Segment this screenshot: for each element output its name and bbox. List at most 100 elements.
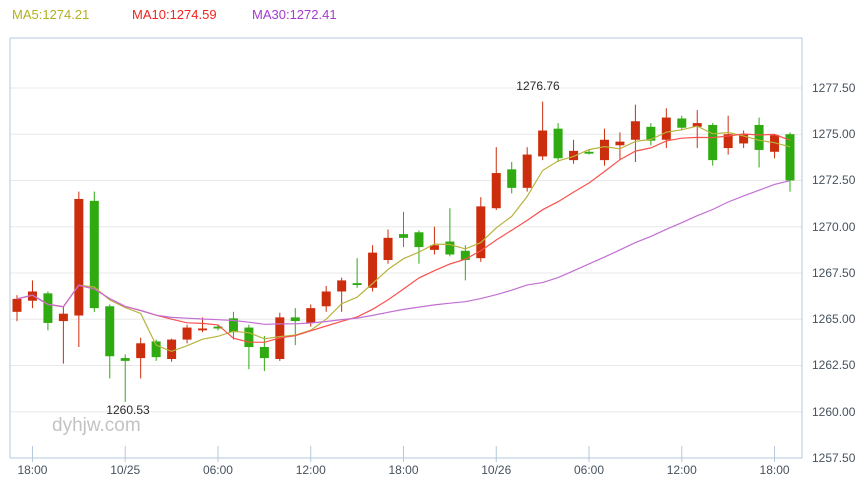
x-axis-label: 10/26 [481, 463, 512, 477]
low-price-label: 1260.53 [106, 403, 150, 417]
candle[interactable] [429, 226, 439, 255]
candle-body [383, 237, 393, 261]
candle-body [507, 169, 517, 188]
candle[interactable] [74, 191, 84, 347]
candle[interactable] [89, 191, 99, 312]
candle-body [522, 154, 532, 188]
x-axis-label: 12:00 [295, 463, 326, 477]
candle[interactable] [290, 308, 300, 346]
candle[interactable] [569, 139, 579, 164]
candle-body [167, 339, 177, 360]
candle[interactable] [785, 132, 795, 192]
candle-body [445, 241, 455, 255]
candle[interactable] [723, 115, 733, 155]
candle[interactable] [12, 295, 22, 322]
candle-body [569, 150, 579, 161]
candle[interactable] [43, 291, 53, 331]
candle-body [12, 298, 22, 312]
candle[interactable] [151, 339, 161, 361]
legend-ma30: MA30:1272.41 [252, 7, 337, 22]
candle[interactable] [228, 311, 238, 340]
candle-body [290, 317, 300, 322]
candle[interactable] [136, 337, 146, 379]
candle[interactable] [708, 123, 718, 166]
candle-body [460, 250, 470, 261]
candle-body [151, 341, 161, 358]
x-axis-label: 12:00 [666, 463, 697, 477]
candle-body [105, 306, 115, 357]
candle[interactable] [615, 132, 625, 161]
candle[interactable] [368, 245, 378, 292]
candle-body [785, 134, 795, 181]
candle-body [136, 343, 146, 359]
candle[interactable] [352, 258, 362, 288]
candle-body [584, 151, 594, 154]
candle[interactable] [538, 101, 548, 161]
legend-ma5: MA5:1274.21 [12, 7, 90, 22]
y-axis-label: 1272.50 [812, 173, 856, 188]
candle-body [244, 327, 254, 347]
candle-body [491, 173, 501, 209]
candle[interactable] [198, 317, 208, 333]
candle-body [770, 135, 780, 152]
candle-body [58, 313, 68, 322]
y-axis-label: 1277.50 [812, 80, 856, 95]
candle-body [414, 232, 424, 248]
candle[interactable] [105, 304, 115, 379]
candle[interactable] [677, 115, 687, 131]
y-axis-label: 1275.00 [812, 127, 856, 142]
candle[interactable] [739, 130, 749, 149]
candle[interactable] [491, 147, 501, 211]
candle[interactable] [507, 161, 517, 194]
candle[interactable] [445, 208, 455, 257]
candle[interactable] [414, 230, 424, 264]
candle-body [27, 291, 37, 301]
x-axis-label: 06:00 [574, 463, 605, 477]
candle[interactable] [754, 117, 764, 168]
candle[interactable] [167, 338, 177, 362]
candle-body [723, 134, 733, 149]
candle-body [692, 123, 702, 127]
y-axis-label: 1265.00 [812, 312, 856, 327]
candle-body [89, 200, 99, 309]
candle-body [120, 358, 130, 361]
candle[interactable] [120, 354, 130, 402]
candle-body [599, 139, 609, 161]
candle-body [74, 198, 84, 316]
y-axis-label: 1262.50 [812, 358, 856, 373]
candle-body [754, 124, 764, 150]
candle-body [182, 327, 192, 340]
ma-line-ma5 [16, 125, 791, 353]
candle[interactable] [337, 277, 347, 312]
y-axis-label: 1257.50 [812, 451, 856, 465]
candle[interactable] [213, 324, 223, 331]
candle-body [661, 117, 671, 140]
candle[interactable] [244, 324, 254, 370]
legend-ma10: MA10:1274.59 [132, 7, 217, 22]
candle[interactable] [553, 123, 563, 162]
candle-body [476, 206, 486, 259]
candle[interactable] [460, 245, 470, 281]
candle-body [368, 252, 378, 288]
candle-body [553, 128, 563, 159]
candle[interactable] [182, 324, 192, 344]
candle[interactable] [630, 104, 640, 162]
x-axis-label: 10/25 [110, 463, 141, 477]
y-axis-label: 1260.00 [812, 404, 856, 419]
candle-body [352, 283, 362, 286]
candle[interactable] [522, 147, 532, 192]
candle-body [228, 318, 238, 333]
candle-body [708, 124, 718, 161]
candle[interactable] [399, 211, 408, 248]
candle[interactable] [321, 285, 331, 312]
x-axis-label: 18:00 [759, 463, 790, 477]
plot-border [9, 37, 803, 459]
candle-body [739, 134, 749, 144]
candle[interactable] [383, 229, 393, 264]
candle[interactable] [770, 134, 780, 159]
candle[interactable] [58, 306, 68, 364]
candle[interactable] [27, 280, 37, 309]
candle[interactable] [646, 123, 656, 146]
candle[interactable] [692, 110, 702, 149]
